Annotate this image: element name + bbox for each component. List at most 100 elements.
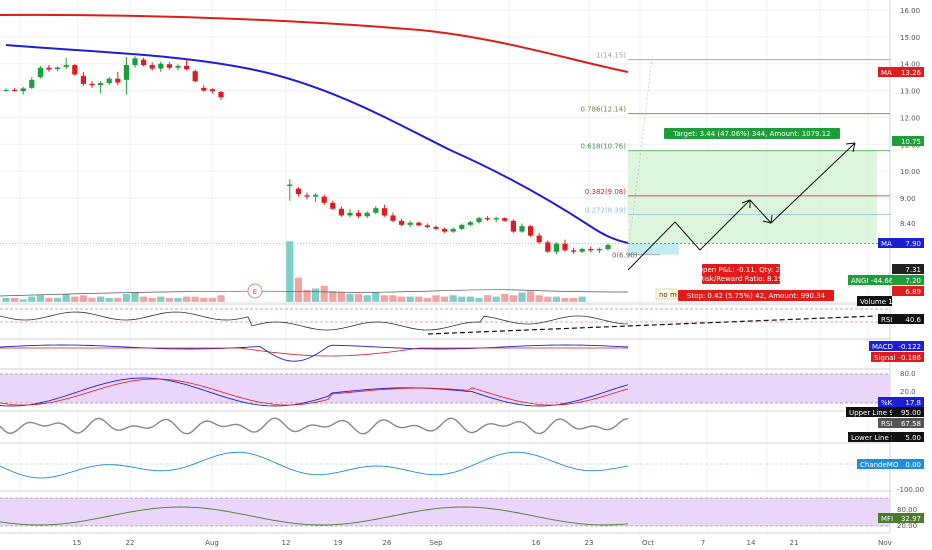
rsi-tag-text: 40.6 xyxy=(905,316,921,324)
stoch-tick: 80.0 xyxy=(900,370,916,378)
volume-bar xyxy=(355,293,363,302)
candle-body xyxy=(158,63,164,69)
candle-body xyxy=(55,67,61,70)
volume-bar xyxy=(79,295,87,302)
ma-blue-tag-bg xyxy=(892,238,924,248)
projection-arrowheads xyxy=(741,142,856,224)
volume-bar xyxy=(449,295,457,302)
stoch-k-line xyxy=(0,377,629,407)
last-price-tag-text: 7.20 xyxy=(905,277,921,285)
entry-price-tag-text: 7.31 xyxy=(905,266,921,274)
fib-label: 0.382(9.08) xyxy=(585,188,626,196)
price-tick: 13.00 xyxy=(900,88,920,96)
rsi2-label-text: RSI xyxy=(881,420,892,428)
candle-body xyxy=(528,226,534,236)
macd-tag-bg xyxy=(892,341,924,351)
time-tick: 22 xyxy=(126,539,135,547)
candle-body xyxy=(209,89,215,92)
projection-path xyxy=(627,142,856,271)
target-price-tag-text: 10.75 xyxy=(901,138,921,146)
candle-body xyxy=(287,184,293,186)
target-zone xyxy=(628,151,877,244)
stop-label-bg xyxy=(678,290,834,301)
open-pl-label-bg xyxy=(702,264,780,284)
volume-bar xyxy=(501,293,509,302)
mfi-label-bg xyxy=(878,513,892,523)
candle-body xyxy=(106,78,112,84)
rsi2-upper-label-bg xyxy=(846,407,892,417)
mfi-tick: 80.00 xyxy=(897,506,917,514)
candle-body xyxy=(184,65,190,70)
ma-red-label-bg xyxy=(878,67,892,77)
angi-label-text: ANGI -44.66% xyxy=(851,277,900,285)
candle-body xyxy=(399,220,405,225)
fib-label: 0.786(12.14) xyxy=(580,106,626,114)
signal-tag-bg xyxy=(892,352,924,362)
candle-body xyxy=(192,71,198,82)
time-tick: Oct xyxy=(642,539,654,547)
cmo-line xyxy=(0,451,629,479)
macd-signal-line xyxy=(0,347,628,357)
mfi-band xyxy=(0,498,890,526)
volume-bar xyxy=(157,296,165,302)
price-tick: 8.40 xyxy=(900,220,916,228)
volume-bar xyxy=(329,291,337,302)
volume-bar xyxy=(527,291,535,302)
rsi-line xyxy=(0,311,629,331)
candle-body xyxy=(46,67,52,70)
candle-body xyxy=(502,218,508,221)
target-label-bg xyxy=(664,128,840,139)
volume-bar xyxy=(423,297,431,302)
price-tick: 15.00 xyxy=(900,34,920,42)
fib-trend xyxy=(627,59,653,255)
stoch-label-text: %K xyxy=(881,399,893,407)
volume-label-text: Volume 1M xyxy=(860,298,899,306)
indicator-panels xyxy=(0,303,890,534)
volume-bar xyxy=(432,295,440,302)
time-tick: 12 xyxy=(282,539,291,547)
volume-bar xyxy=(140,296,148,302)
stop-label-text: Stop: 0.42 (5.75%) 42, Amount: 990.34 xyxy=(687,292,826,300)
candle-body xyxy=(80,75,86,84)
position-zones xyxy=(0,151,890,255)
volume-bar xyxy=(406,296,414,302)
rsi2-tag-bg xyxy=(892,418,924,428)
candle-body xyxy=(596,249,602,251)
stoch-tag-bg xyxy=(892,397,924,407)
candle-body xyxy=(115,78,121,83)
candle-body xyxy=(321,196,327,203)
time-tick: 23 xyxy=(585,539,594,547)
volume-bar xyxy=(312,288,320,302)
rsi2-lower-label-text: Lower Line 5 xyxy=(851,434,895,442)
volume-bar xyxy=(337,292,345,302)
volume-bar xyxy=(105,297,113,302)
no-tag-text: no m xyxy=(659,291,677,299)
candle-body xyxy=(579,249,585,252)
volume-bar xyxy=(97,296,105,302)
no-tag-bg xyxy=(655,288,678,300)
time-tick: Aug xyxy=(205,539,219,547)
stop-price-tag-bg xyxy=(892,286,924,296)
candle-body xyxy=(166,64,172,68)
volume-bar xyxy=(19,299,27,302)
cmo-tag-text: 0.00 xyxy=(905,461,921,469)
candles xyxy=(3,56,611,255)
volume-label-bg xyxy=(857,296,892,306)
time-tick: 19 xyxy=(334,539,343,547)
fibonacci-levels: 1(14.15) 0.786(12.14) 0.618(10.76) 0.382(9.… xyxy=(580,52,890,260)
mfi-line xyxy=(0,506,629,526)
position-labels: Target: 3.44 (47.06%) 344, Amount: 1079.… xyxy=(655,128,840,301)
rsi-trendline xyxy=(427,315,877,335)
cmo-tag-bg xyxy=(892,459,924,469)
volume-bar xyxy=(578,296,586,302)
candle-body xyxy=(416,222,422,226)
volume-bars: E xyxy=(0,241,890,303)
candle-body xyxy=(201,87,207,91)
candle-body xyxy=(20,88,26,92)
candle-body xyxy=(510,220,516,232)
volume-bar xyxy=(380,295,388,302)
time-tick: 14 xyxy=(747,539,756,547)
candle-body xyxy=(313,194,319,197)
rsi2-label-bg xyxy=(878,418,892,428)
